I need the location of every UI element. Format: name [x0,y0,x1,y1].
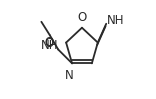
Text: N: N [65,69,74,82]
Text: O: O [44,36,54,49]
Text: NH: NH [107,14,125,27]
Text: O: O [77,11,87,24]
Text: NH: NH [41,39,59,52]
Text: O: O [44,37,54,50]
